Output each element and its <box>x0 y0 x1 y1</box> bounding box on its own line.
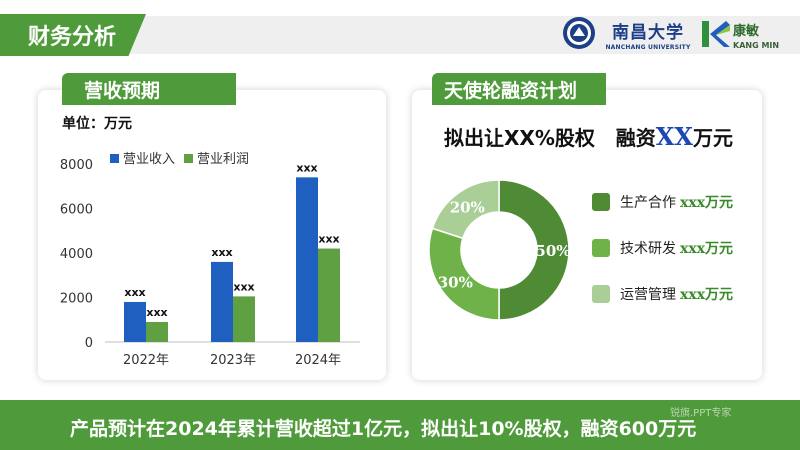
bar-data-label: xxx <box>146 306 167 319</box>
page-title: 财务分析 <box>0 14 146 56</box>
bar-profit <box>233 296 255 342</box>
bar-revenue <box>296 177 318 342</box>
donut-slice-label: 20% <box>450 198 485 216</box>
donut-slice-label: 50% <box>535 242 570 260</box>
equity-offer-heading: 拟出让XX%股权 融资XX万元 <box>444 122 733 151</box>
km-name-en: KANG MIN <box>733 41 780 50</box>
legend-amount-unit: 万元 <box>705 286 734 303</box>
legend-swatch <box>184 154 193 163</box>
x-tick-label: 2024年 <box>295 353 341 368</box>
bar-data-label: xxx <box>124 286 145 299</box>
watermark: 锐旗.PPT专家 <box>670 408 732 419</box>
bar-data-label: xxx <box>296 161 317 174</box>
financing-legend-item: 技术研发 xxx万元 <box>592 237 733 258</box>
donut-slice <box>428 227 500 321</box>
legend-label: 营业利润 <box>197 152 249 167</box>
nanchang-university-logo: 南昌大学 NANCHANG UNIVERSITY <box>602 18 694 51</box>
nanchang-university-seal-icon <box>563 17 595 49</box>
legend-amount-unit: 万元 <box>705 194 734 211</box>
legend-swatch <box>592 192 610 211</box>
bar-revenue <box>124 301 146 342</box>
equity-offer-part1: 拟出让XX%股权 <box>444 126 595 150</box>
legend-label: 运营管理 <box>620 286 676 303</box>
legend-amount-value: xxx <box>680 194 706 211</box>
legend-label: 营业收入 <box>123 152 175 167</box>
legend-amount: xxx万元 <box>680 241 733 257</box>
financing-card-title: 天使轮融资计划 <box>432 73 606 105</box>
donut-slice <box>498 179 570 321</box>
x-tick-label: 2023年 <box>210 353 256 368</box>
km-name-cn: 康敏 <box>733 24 760 39</box>
y-tick-label: 4000 <box>60 247 93 262</box>
financing-card <box>412 90 762 380</box>
legend-amount-value: xxx <box>680 286 706 303</box>
bar-data-label: xxx <box>233 280 254 293</box>
revenue-card-title: 营收预期 <box>62 73 236 105</box>
ncu-name-cn: 南昌大学 <box>612 23 684 43</box>
y-tick-label: 6000 <box>60 203 93 218</box>
y-tick-label: 2000 <box>60 292 93 307</box>
donut-slice-label: 30% <box>438 274 473 292</box>
financing-legend-item: 生产合作 xxx万元 <box>592 191 733 212</box>
bar-revenue <box>211 261 233 342</box>
legend-swatch <box>110 154 119 163</box>
legend-amount: xxx万元 <box>680 287 733 303</box>
kangmin-logo-icon <box>702 21 730 47</box>
y-tick-label: 8000 <box>60 158 93 173</box>
x-tick-label: 2022年 <box>123 353 169 368</box>
bar-profit <box>318 248 340 342</box>
bar-data-label: xxx <box>211 246 232 259</box>
y-tick-label: 0 <box>85 336 93 351</box>
legend-amount: xxx万元 <box>680 195 733 211</box>
legend-label: 生产合作 <box>620 194 676 211</box>
legend-label: 技术研发 <box>620 240 676 257</box>
equity-offer-xx: XX <box>655 122 694 151</box>
legend-amount-unit: 万元 <box>705 240 734 257</box>
bar-data-label: xxx <box>318 233 339 246</box>
legend-amount-value: xxx <box>680 240 706 257</box>
unit-label: 单位：万元 <box>62 116 132 132</box>
bar-profit <box>146 321 168 342</box>
legend-swatch <box>592 284 610 303</box>
donut-slice <box>431 179 500 240</box>
footer-summary: 产品预计在2024年累计营收超过1亿元，拟出让10%股权，融资600万元 <box>70 418 697 440</box>
equity-offer-part3: 万元 <box>693 126 734 150</box>
footer-band <box>0 400 800 450</box>
legend-swatch <box>592 238 610 257</box>
ncu-name-en: NANCHANG UNIVERSITY <box>605 44 691 51</box>
financing-legend-item: 运营管理 xxx万元 <box>592 283 733 304</box>
equity-offer-part2: 融资 <box>615 126 656 150</box>
kangmin-logo-text: 康敏 KANG MIN <box>733 20 779 50</box>
